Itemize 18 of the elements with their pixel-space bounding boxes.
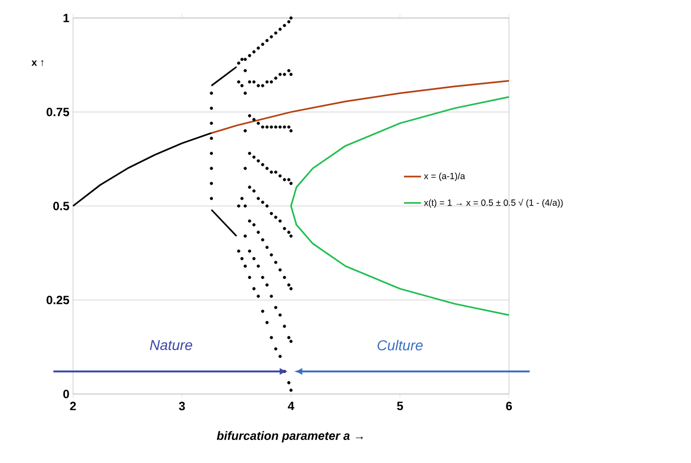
x-tick-label: 2	[70, 402, 76, 410]
x-tick-label: 6	[506, 402, 512, 410]
y-tick-label: 1	[64, 14, 70, 22]
y-tick-label: 0	[63, 390, 69, 398]
y-tick-label: 0.5	[53, 202, 70, 210]
legend-label: x(t) = 1 → x = 0.5 ± 0.5 √ (1 - (4/a))	[424, 198, 563, 208]
y-tick-label: 0.75	[46, 108, 70, 116]
x-axis-title: bifurcation parameter a →	[216, 431, 363, 442]
y-tick-label: 0.25	[46, 296, 70, 304]
x-tick-label: 3	[178, 402, 185, 410]
legend-label: x = (a-1)/a	[424, 172, 466, 181]
annotation: Culture	[378, 340, 423, 350]
line-series	[210, 80, 510, 134]
x-tick-label: 4	[288, 402, 294, 410]
y-axis-title: x ↑	[32, 60, 44, 66]
annotation: Nature	[150, 340, 192, 350]
line-series	[72, 132, 212, 207]
x-tick-label: 5	[397, 402, 403, 410]
